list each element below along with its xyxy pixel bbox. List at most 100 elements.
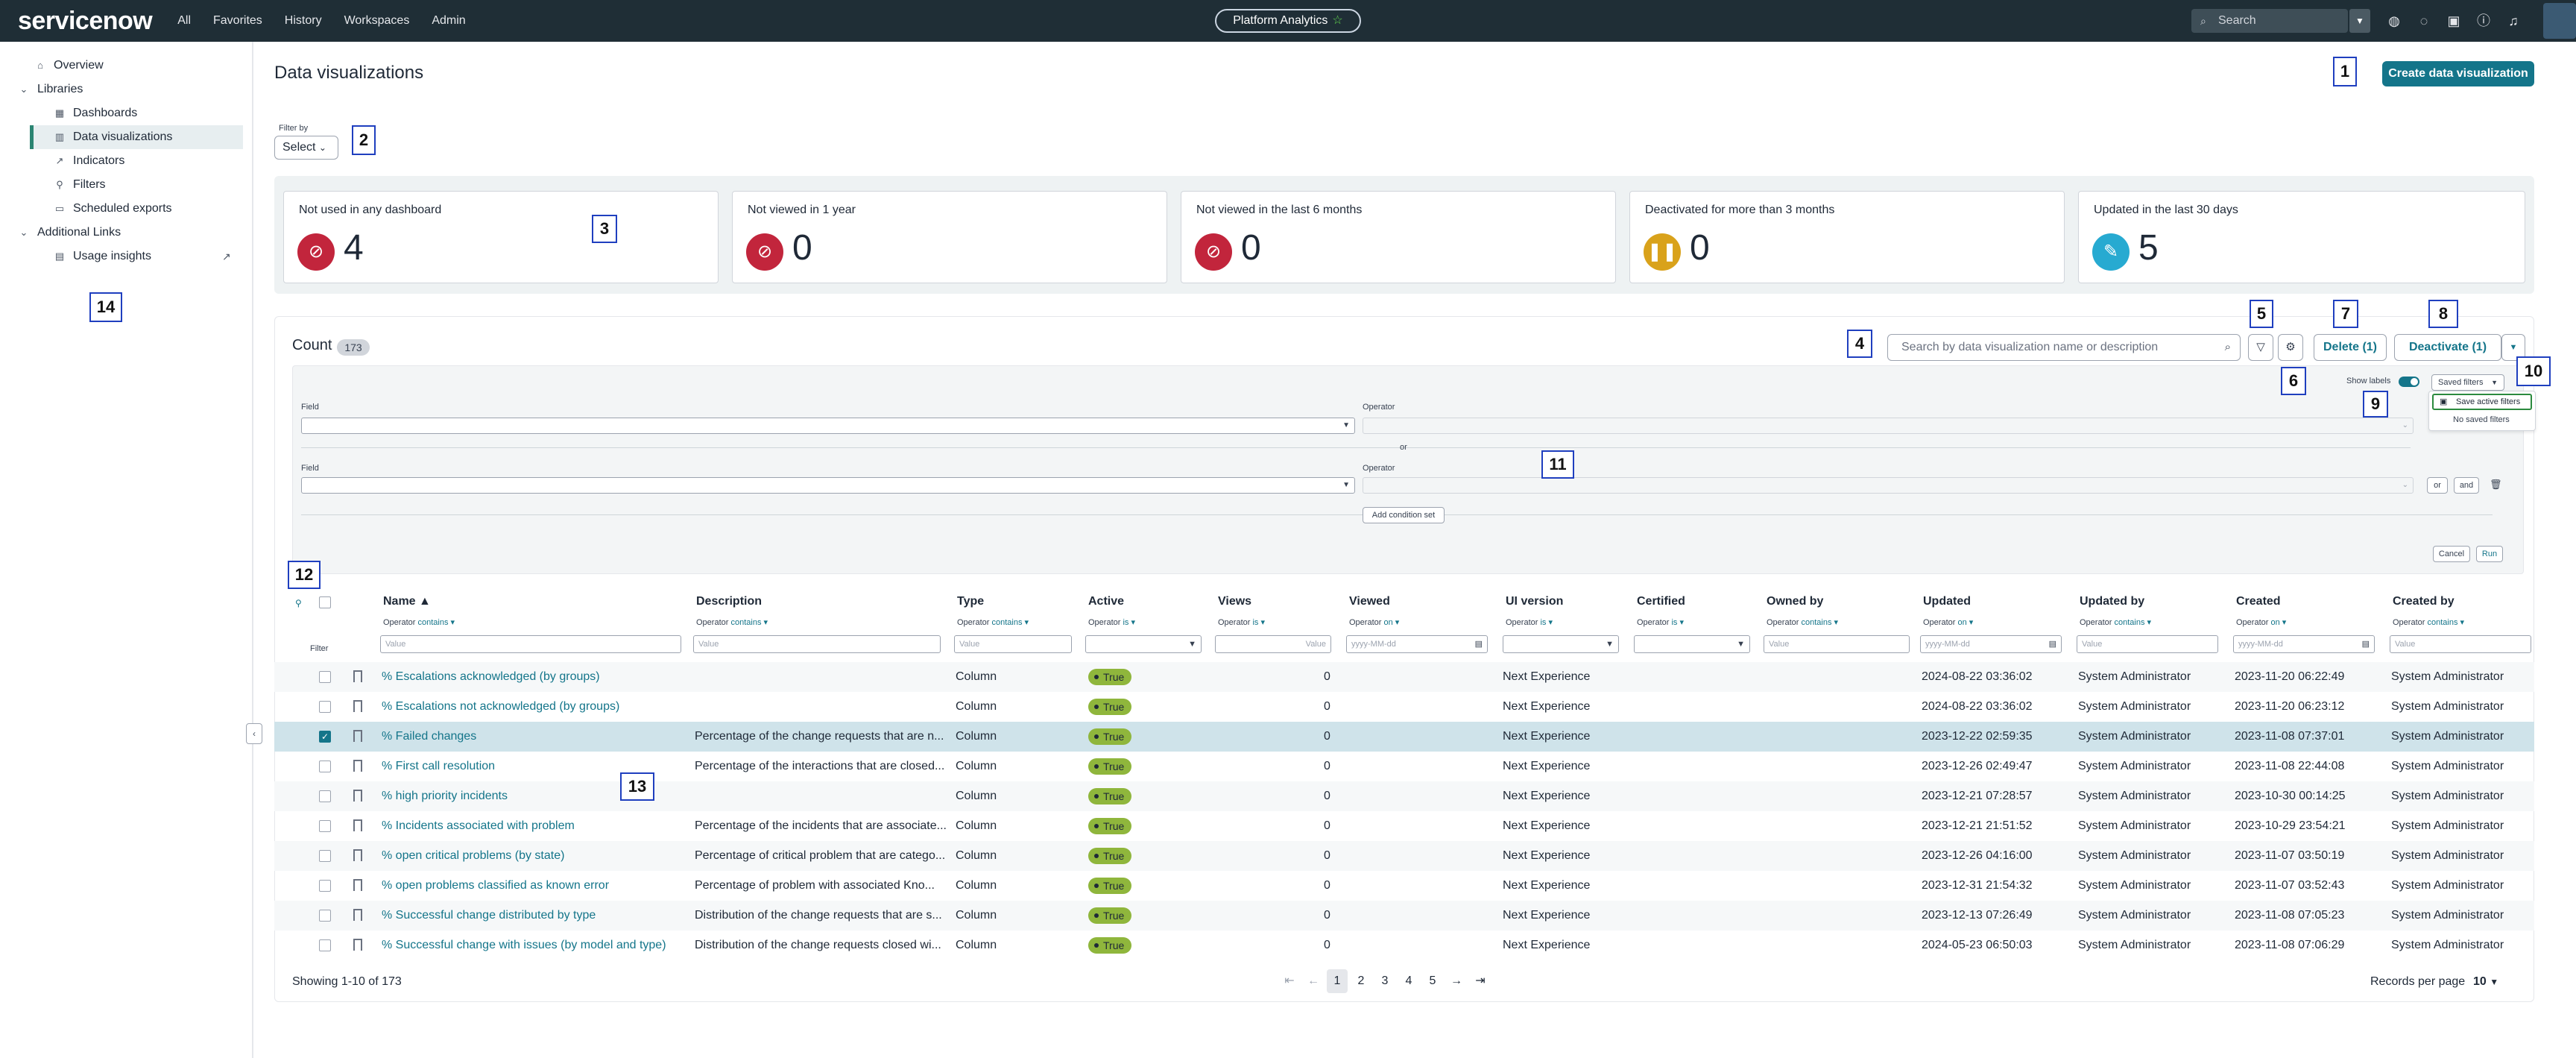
column-header-active[interactable]: Active [1088, 595, 1125, 608]
operator-created[interactable]: on [2270, 618, 2280, 627]
calendar-icon[interactable]: ▤ [2048, 640, 2056, 649]
table-row[interactable]: % high priority incidents Column True 0 … [274, 781, 2534, 811]
previous-page-button[interactable]: ← [1307, 974, 1319, 987]
operator-viewed[interactable]: on [1383, 618, 1393, 627]
user-avatar[interactable] [2543, 3, 2576, 39]
operator-select-1[interactable]: ⌄ [1363, 418, 2414, 434]
bookmark-icon[interactable] [353, 790, 362, 802]
table-row-selected[interactable]: ✓ % Failed changes Percentage of the cha… [274, 722, 2534, 752]
type-filter-input[interactable]: Value [954, 635, 1072, 653]
card-not-used[interactable]: Not used in any dashboard ⊘ 4 [283, 191, 719, 283]
nav-all[interactable]: All [177, 14, 191, 27]
sidebar-icon[interactable]: ▣ [2447, 13, 2460, 28]
operator-updated-by[interactable]: contains [2114, 618, 2145, 627]
row-name-link[interactable]: % high priority incidents [382, 790, 508, 802]
page-4-button[interactable]: 4 [1405, 974, 1412, 987]
operator-updated[interactable]: on [1957, 618, 1967, 627]
star-icon[interactable]: ☆ [1332, 14, 1343, 27]
column-header-created[interactable]: Created [2236, 595, 2281, 608]
card-not-viewed-6-months[interactable]: Not viewed in the last 6 months ⊘ 0 [1181, 191, 1616, 283]
table-row[interactable]: % Successful change with issues (by mode… [274, 931, 2534, 960]
column-header-description[interactable]: Description [696, 595, 763, 608]
select-all-checkbox[interactable] [319, 596, 331, 608]
bookmark-icon[interactable] [353, 849, 362, 861]
column-header-owned-by[interactable]: Owned by [1767, 595, 1824, 608]
delete-button[interactable]: Delete (1) [2314, 334, 2387, 361]
nav-admin[interactable]: Admin [432, 14, 466, 27]
bookmark-icon[interactable] [353, 819, 362, 831]
card-updated-30-days[interactable]: Updated in the last 30 days ✎ 5 [2078, 191, 2525, 283]
sidebar-item-scheduled-exports[interactable]: ▭ Scheduled exports [0, 197, 252, 221]
owned-by-filter-input[interactable]: Value [1764, 635, 1910, 653]
chat-icon[interactable]: ◌ [2419, 13, 2428, 28]
table-row[interactable]: % open critical problems (by state) Perc… [274, 841, 2534, 871]
row-checkbox[interactable] [319, 939, 331, 951]
column-header-certified[interactable]: Certified [1637, 595, 1685, 608]
row-name-link[interactable]: % Incidents associated with problem [382, 819, 575, 832]
column-header-updated[interactable]: Updated [1923, 595, 1971, 608]
table-row[interactable]: % Escalations acknowledged (by groups) C… [274, 662, 2534, 692]
column-header-type[interactable]: Type [957, 595, 985, 608]
row-checkbox[interactable] [319, 820, 331, 832]
row-checkbox[interactable] [319, 790, 331, 802]
operator-views[interactable]: is [1252, 618, 1259, 627]
ui-version-filter-select[interactable]: ▼ [1503, 635, 1619, 653]
updated-filter-date[interactable]: yyyy-MM-dd ▤ [1920, 635, 2062, 653]
nav-workspaces[interactable]: Workspaces [344, 14, 410, 27]
servicenow-logo[interactable]: servicenow [18, 7, 153, 36]
sidebar-item-usage-insights[interactable]: ▤ Usage insights ↗ [0, 245, 252, 268]
next-page-button[interactable]: → [1450, 974, 1462, 987]
last-page-button[interactable]: ⇥ [1475, 974, 1486, 987]
row-name-link[interactable]: % Successful change with issues (by mode… [382, 939, 666, 951]
row-name-link[interactable]: % Successful change distributed by type [382, 909, 596, 922]
page-2-button[interactable]: 2 [1357, 974, 1365, 987]
row-name-link[interactable]: % open problems classified as known erro… [382, 879, 610, 892]
page-1-button[interactable]: 1 [1327, 969, 1348, 993]
sidebar-item-dashboards[interactable]: ▦ Dashboards [0, 101, 252, 125]
name-filter-input[interactable]: Value [380, 635, 681, 653]
operator-name[interactable]: contains [417, 618, 449, 627]
operator-created-by[interactable]: contains [2427, 618, 2458, 627]
row-checkbox[interactable] [319, 910, 331, 922]
first-page-button[interactable]: ⇤ [1284, 974, 1295, 987]
row-checkbox[interactable] [319, 761, 331, 772]
records-per-page-select[interactable]: 10 ▼ [2473, 975, 2498, 989]
viewed-filter-date[interactable]: yyyy-MM-dd ▤ [1346, 635, 1488, 653]
description-filter-input[interactable]: Value [693, 635, 941, 653]
operator-type[interactable]: contains [991, 618, 1023, 627]
bell-icon[interactable]: ♫ [2508, 13, 2519, 28]
sidebar-item-indicators[interactable]: ↗ Indicators [0, 149, 252, 173]
bookmark-icon[interactable] [353, 760, 362, 772]
views-filter-input[interactable]: Value [1215, 635, 1331, 653]
page-3-button[interactable]: 3 [1381, 974, 1389, 987]
sidebar-item-filters[interactable]: ⚲ Filters [0, 173, 252, 197]
updated-by-filter-input[interactable]: Value [2077, 635, 2218, 653]
run-button[interactable]: Run [2476, 546, 2503, 562]
operator-ui-version[interactable]: is [1540, 618, 1547, 627]
trash-icon[interactable]: 🗑 [2490, 479, 2502, 490]
table-row[interactable]: % First call resolution Percentage of th… [274, 752, 2534, 781]
card-deactivated[interactable]: Deactivated for more than 3 months ❚❚ 0 [1629, 191, 2065, 283]
application-scope-pill[interactable]: Platform Analytics ☆ [1215, 9, 1361, 33]
filter-button[interactable]: ▽ [2248, 334, 2273, 361]
bookmark-icon[interactable] [353, 939, 362, 951]
field-select-1[interactable]: ▼ [301, 418, 1355, 434]
sidebar-item-overview[interactable]: ⌂ Overview [0, 54, 252, 78]
table-row[interactable]: % open problems classified as known erro… [274, 871, 2534, 901]
row-checkbox[interactable]: ✓ [319, 731, 331, 743]
sidebar-group-additional-links[interactable]: ⌄ Additional Links [0, 221, 252, 245]
card-not-viewed-1-year[interactable]: Not viewed in 1 year ⊘ 0 [732, 191, 1167, 283]
show-labels-toggle[interactable] [2399, 377, 2419, 387]
filter-by-select[interactable]: Select ⌄ [274, 136, 338, 160]
row-name-link[interactable]: % open critical problems (by state) [382, 849, 565, 862]
operator-owned-by[interactable]: contains [1801, 618, 1832, 627]
column-header-updated-by[interactable]: Updated by [2080, 595, 2145, 608]
external-link-icon[interactable]: ↗ [222, 251, 231, 262]
row-checkbox[interactable] [319, 671, 331, 683]
sidebar-group-libraries[interactable]: ⌄ Libraries [0, 78, 252, 101]
column-header-name[interactable]: Name ▲ [383, 595, 431, 608]
column-header-ui-version[interactable]: UI version [1506, 595, 1564, 608]
page-5-button[interactable]: 5 [1429, 974, 1436, 987]
operator-certified[interactable]: is [1671, 618, 1678, 627]
row-checkbox[interactable] [319, 850, 331, 862]
